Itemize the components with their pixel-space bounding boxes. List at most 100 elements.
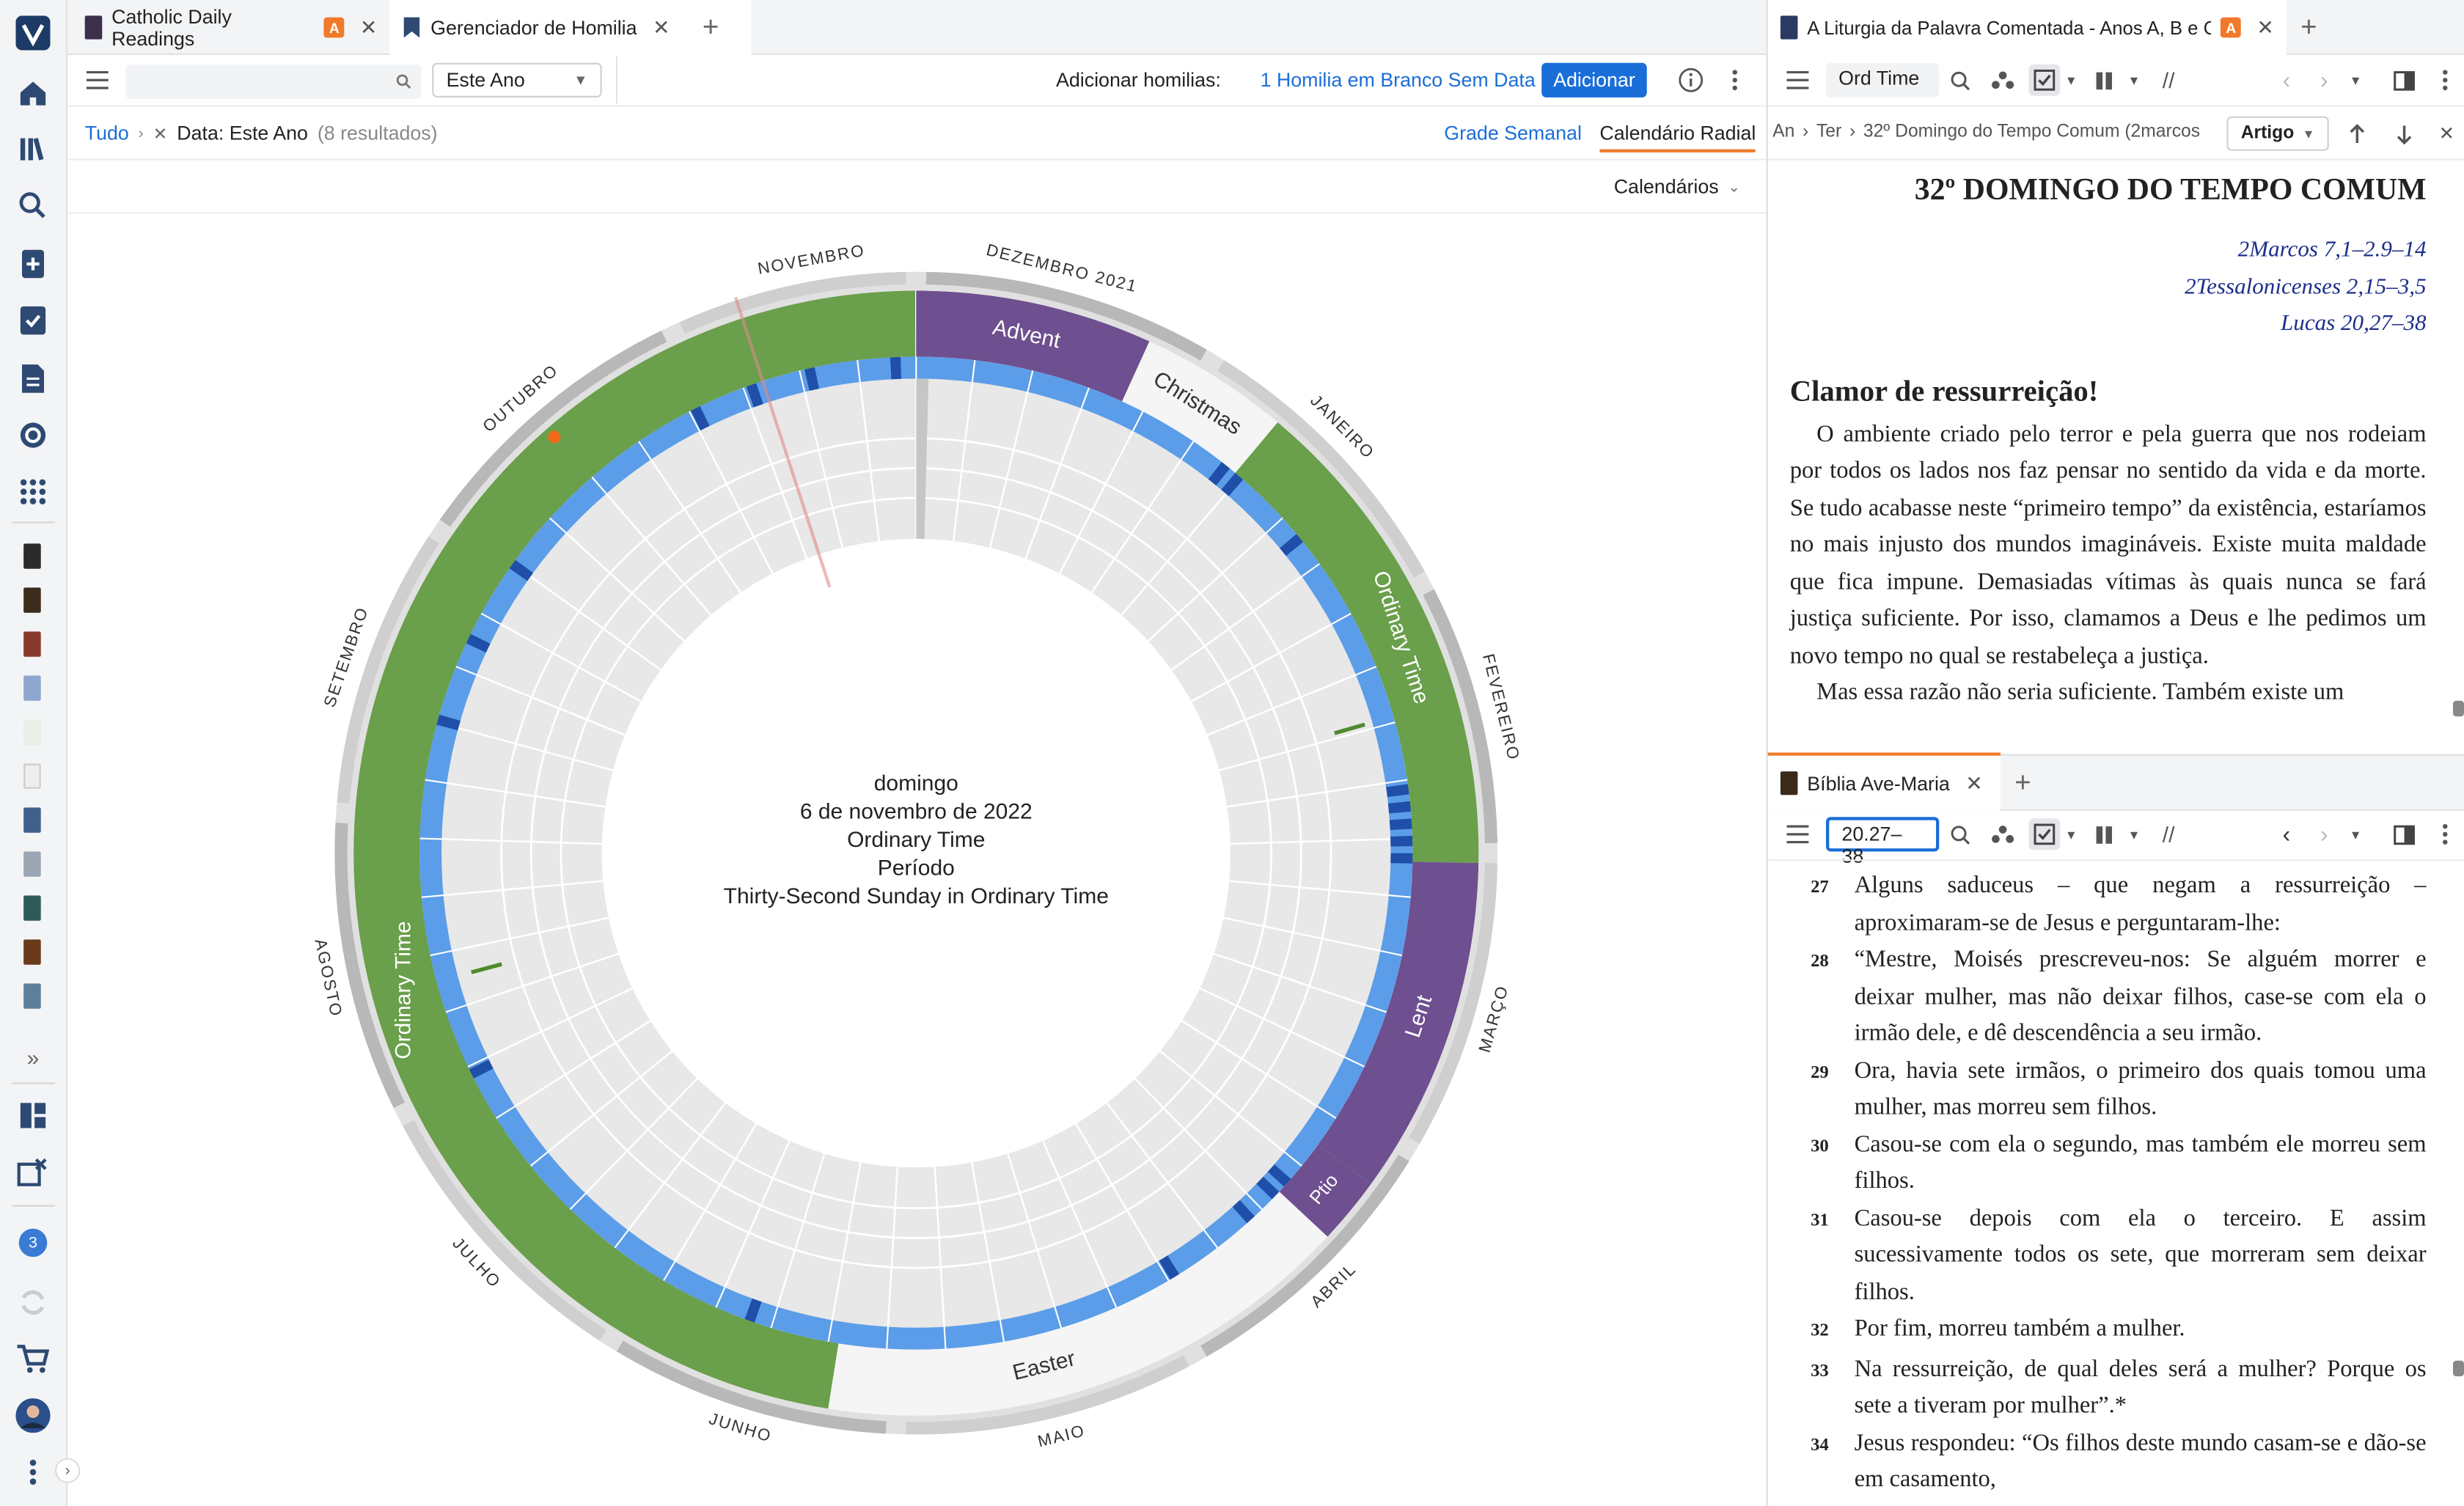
reference-input[interactable]: Ord Time	[1826, 62, 1940, 98]
month-arc[interactable]	[925, 271, 1207, 361]
recent-book-thumbnail[interactable]	[23, 719, 41, 745]
cart-icon[interactable]	[14, 1340, 51, 1378]
verse-number[interactable]: 30	[1811, 1136, 1829, 1156]
search-input[interactable]	[125, 64, 422, 99]
event-mark[interactable]	[1334, 722, 1365, 735]
homily-mark[interactable]	[1256, 1176, 1280, 1200]
season-segment[interactable]	[916, 290, 1150, 402]
verse-number[interactable]: 33	[1811, 1361, 1829, 1381]
forward-arrow-icon[interactable]: ›	[2320, 820, 2328, 848]
bible-reference-input[interactable]: 20.27–38	[1826, 817, 1940, 867]
season-segment[interactable]	[1279, 1145, 1371, 1237]
more-vertical-icon[interactable]	[14, 1453, 51, 1491]
chevron-down-icon[interactable]: ▼	[2127, 827, 2141, 842]
season-segment[interactable]	[1235, 422, 1479, 863]
homily-mark[interactable]	[1232, 1200, 1255, 1224]
prayer-icon[interactable]	[14, 416, 51, 454]
sync-icon[interactable]	[14, 1284, 51, 1321]
remove-filter-icon[interactable]: ✕	[153, 125, 168, 144]
tab-homily-manager[interactable]: Gerenciador de Homilia ✕	[389, 0, 752, 55]
tab-catholic-daily-readings[interactable]: Catholic Daily Readings A ✕	[73, 0, 390, 55]
chevron-down-icon[interactable]: ▼	[2064, 827, 2078, 842]
close-icon[interactable]: ✕	[2438, 122, 2455, 145]
scripture-ref-link[interactable]: Lucas 20,27–38	[2281, 311, 2427, 337]
panel-split-border[interactable]	[1767, 754, 2464, 756]
homily-mark[interactable]	[1267, 1164, 1291, 1187]
columns-icon[interactable]	[2091, 67, 2116, 92]
season-segment[interactable]	[353, 290, 916, 1409]
tab-weekly-grid[interactable]: Grade Semanal	[1444, 122, 1582, 145]
recent-book-thumbnail[interactable]	[23, 895, 41, 921]
homily-mark[interactable]	[1390, 835, 1413, 847]
month-arc[interactable]	[679, 271, 906, 334]
chevron-down-icon[interactable]: ▼	[2349, 827, 2362, 842]
parallel-icon[interactable]: //	[2162, 821, 2175, 847]
new-tab-icon[interactable]: +	[702, 11, 719, 43]
month-arc[interactable]	[1217, 360, 1425, 578]
scrollbar-thumb[interactable]	[2453, 1360, 2464, 1377]
month-arc[interactable]	[616, 1340, 887, 1434]
verse-number[interactable]: 29	[1811, 1062, 1829, 1082]
document-icon[interactable]	[14, 360, 51, 397]
season-segment[interactable]	[828, 1191, 1328, 1416]
chevron-down-icon[interactable]: ▼	[2349, 73, 2362, 87]
homily-mark[interactable]	[746, 383, 763, 408]
month-arc[interactable]	[403, 1120, 606, 1341]
month-arc[interactable]	[1200, 1154, 1409, 1357]
month-arc[interactable]	[334, 823, 406, 1109]
content-type-select[interactable]: Artigo ▼	[2226, 116, 2329, 151]
homily-mark[interactable]	[690, 405, 710, 430]
tab-radial-calendar[interactable]: Calendário Radial	[1599, 122, 1756, 153]
apps-grid-icon[interactable]	[14, 473, 51, 510]
close-icon[interactable]: ✕	[1965, 771, 1983, 795]
homily-mark[interactable]	[1386, 784, 1409, 797]
homily-mark[interactable]	[1280, 534, 1304, 557]
back-arrow-icon[interactable]: ‹	[2282, 67, 2291, 94]
scripture-ref-link[interactable]: 2Marcos 7,1–2.9–14	[2237, 237, 2427, 262]
calendars-dropdown[interactable]: Calendários ⌄	[1614, 176, 1740, 198]
close-icon[interactable]: ✕	[359, 15, 378, 39]
homily-mark[interactable]	[469, 1059, 494, 1079]
homily-mark[interactable]	[1159, 1255, 1180, 1280]
homily-mark[interactable]	[804, 367, 819, 392]
homily-mark[interactable]	[1389, 818, 1412, 830]
homily-mark[interactable]	[1221, 472, 1244, 496]
library-icon[interactable]	[14, 131, 51, 168]
verse-number[interactable]: 34	[1811, 1435, 1829, 1455]
month-arc[interactable]	[1423, 589, 1498, 844]
week-grid[interactable]	[441, 378, 1391, 1328]
more-vertical-icon[interactable]	[2438, 65, 2453, 96]
arrow-up-icon[interactable]	[2346, 121, 2368, 146]
info-icon[interactable]	[1675, 65, 1706, 96]
panel-divider[interactable]	[1766, 0, 1768, 1506]
forward-arrow-icon[interactable]: ›	[2320, 67, 2328, 94]
verse-number[interactable]: 32	[1811, 1321, 1829, 1340]
event-mark[interactable]	[471, 962, 502, 974]
recent-book-thumbnail[interactable]	[23, 939, 41, 965]
breadcrumb-item[interactable]: Ter	[1816, 122, 1842, 142]
month-arc[interactable]	[439, 330, 667, 527]
menu-icon[interactable]	[1782, 818, 1814, 850]
arrow-down-icon[interactable]	[2394, 121, 2416, 146]
close-panels-icon[interactable]	[14, 1153, 51, 1191]
breadcrumb-item[interactable]: 32º Domingo do Tempo Comum (2marcos	[1863, 122, 2201, 142]
tab-biblia-ave-maria[interactable]: Bíblia Ave-Maria ✕	[1767, 755, 2001, 811]
verse-number[interactable]: 31	[1811, 1211, 1829, 1230]
columns-icon[interactable]	[2091, 822, 2116, 847]
scripture-ref-link[interactable]: 2Tessalonicenses 2,15–3,5	[2185, 273, 2427, 300]
blank-homily-link[interactable]: 1 Homilia em Branco Sem Data	[1260, 69, 1536, 92]
checkbox-icon[interactable]	[2028, 818, 2061, 851]
chevron-down-icon[interactable]: ▼	[2064, 73, 2078, 87]
homily-mark[interactable]	[1390, 853, 1413, 864]
menu-icon[interactable]	[1782, 65, 1814, 96]
add-document-icon[interactable]	[14, 245, 51, 282]
search-icon[interactable]	[14, 187, 51, 224]
date-filter-select[interactable]: Este Ano ▼	[432, 62, 602, 98]
collapse-rail-button[interactable]: ›	[55, 1458, 81, 1483]
homily-mark[interactable]	[890, 356, 901, 380]
menu-icon[interactable]	[81, 65, 113, 96]
scrollbar-thumb[interactable]	[2453, 700, 2464, 717]
verse-number[interactable]: 28	[1811, 952, 1829, 971]
recent-book-thumbnail[interactable]	[23, 763, 41, 789]
new-tab-icon[interactable]: +	[2014, 766, 2031, 798]
